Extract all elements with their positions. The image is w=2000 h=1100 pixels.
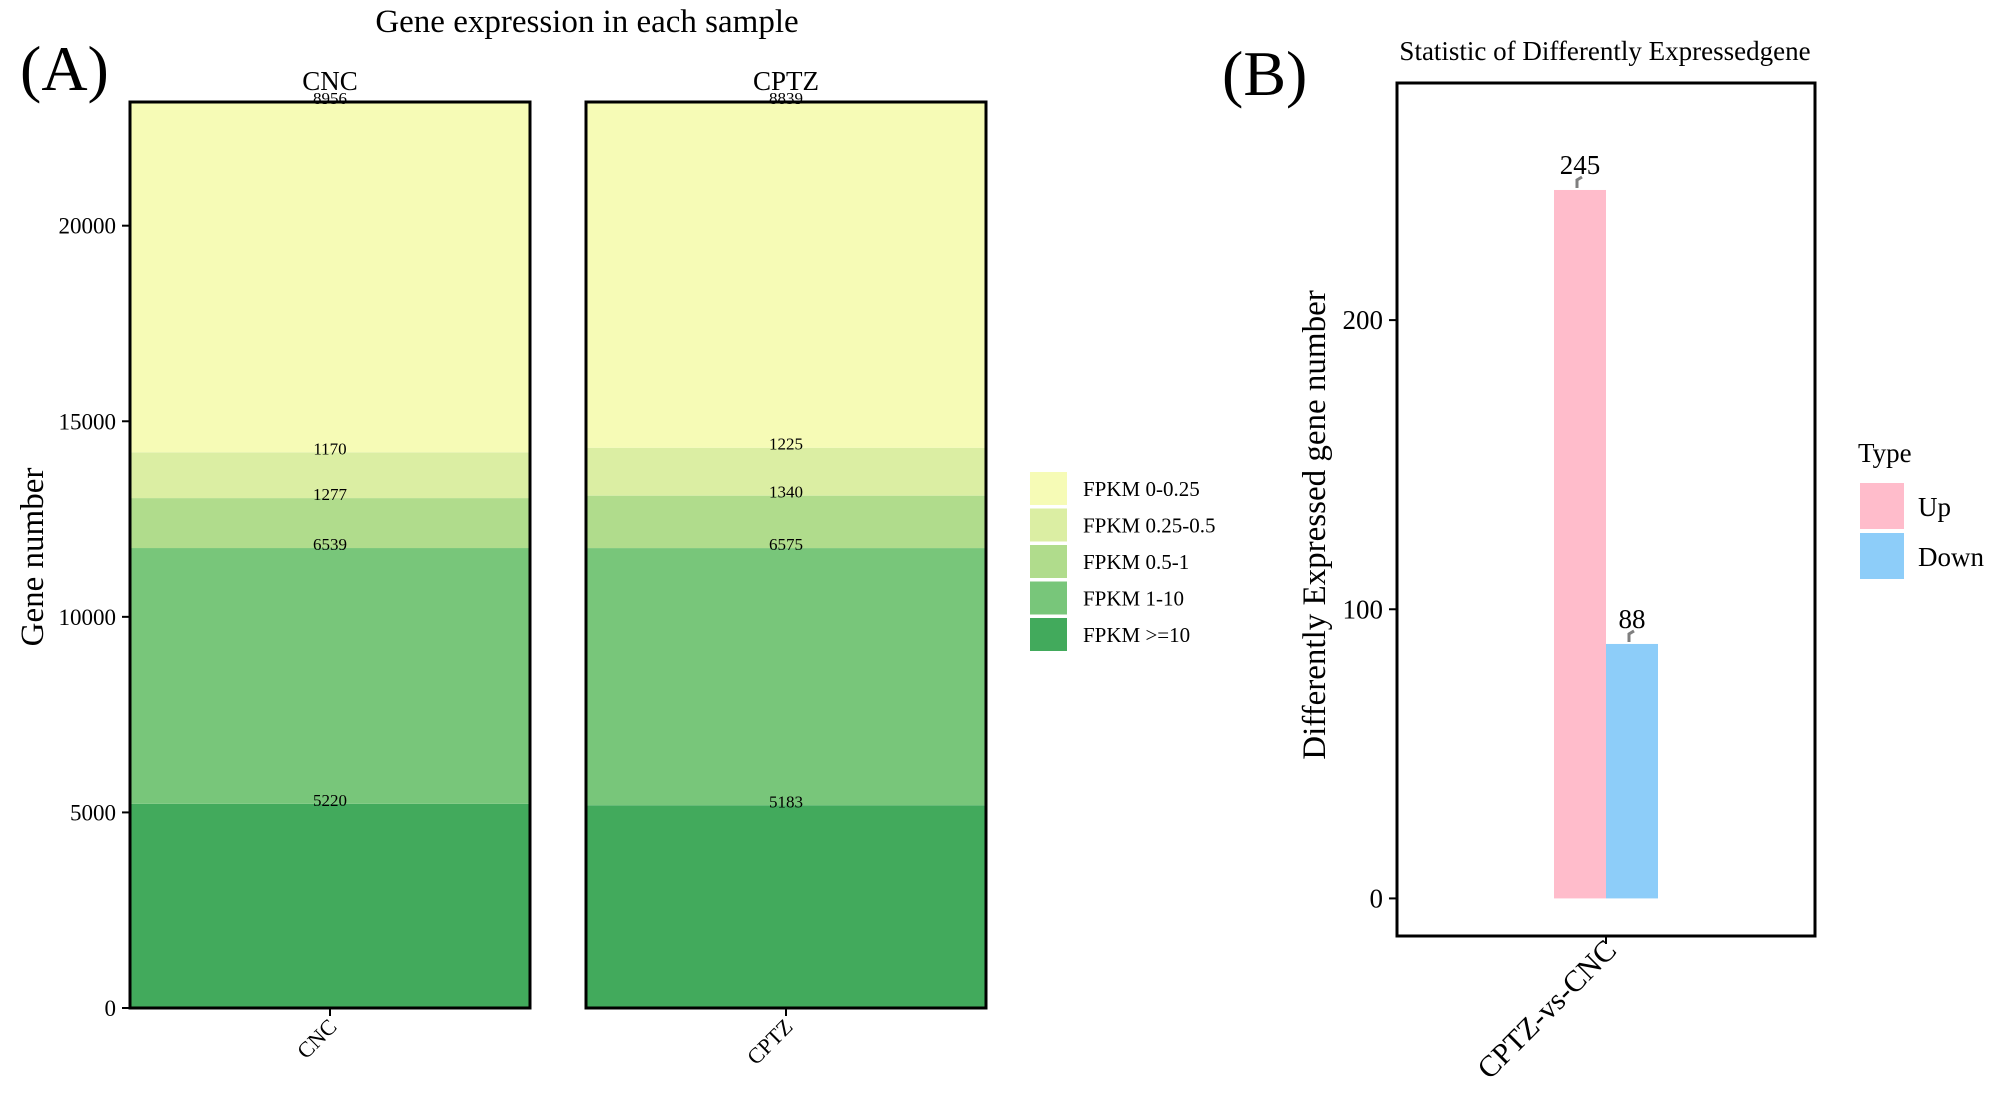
panel-b-ylabel: Differently Expressed gene number <box>1297 290 1333 759</box>
legend-swatch-down <box>1860 533 1904 579</box>
data-label: 6539 <box>313 535 347 554</box>
y-tick-label: 0 <box>1370 883 1384 913</box>
legend-label-fpkm-1-10: FPKM 1-10 <box>1083 587 1184 611</box>
legend-swatch-up <box>1860 483 1904 529</box>
legend-label-down: Down <box>1918 542 1984 572</box>
y-tick-label: 10000 <box>59 605 117 630</box>
panel-a-chart: Gene expression in each sample Gene numb… <box>15 4 1215 1070</box>
data-label: 6575 <box>769 535 803 554</box>
panel-b-legend: Type Up Down <box>1858 438 1984 579</box>
panel-a-ylabel: Gene number <box>15 468 51 647</box>
bar-segment-cptz-fpkm-0-0-25 <box>586 102 986 448</box>
y-tick-label: 0 <box>105 996 117 1021</box>
legend-label-fpkm-10: FPKM >=10 <box>1083 623 1190 647</box>
data-label: 1277 <box>313 485 348 504</box>
y-tick-label: 100 <box>1343 594 1384 624</box>
legend-label-fpkm-0-25-0-5: FPKM 0.25-0.5 <box>1083 514 1215 538</box>
data-label-down: 88 <box>1619 604 1646 634</box>
y-tick-label: 200 <box>1343 305 1384 335</box>
bar-up <box>1554 190 1606 898</box>
legend-label-up: Up <box>1918 492 1951 522</box>
x-tick-label-cnc: CNC <box>292 1014 342 1064</box>
panel-a-legend: FPKM 0-0.25 FPKM 0.25-0.5 FPKM 0.5-1 FPKM 1… <box>1030 472 1215 651</box>
x-tick-label-cptz-vs-cnc: CPTZ-vs-CNC <box>1471 934 1623 1086</box>
bar-segment-cnc-fpkm-10 <box>130 804 530 1008</box>
data-label: 1340 <box>769 483 803 502</box>
panel-b-chart: Statistic of Differently Expressedgene D… <box>1297 36 1984 1085</box>
bar-segment-cptz-fpkm-10 <box>586 805 986 1008</box>
panel-label-b: (B) <box>1222 38 1307 109</box>
panel-b-title: Statistic of Differently Expressedgene <box>1399 36 1810 66</box>
y-tick-label: 20000 <box>59 214 117 239</box>
bar-down <box>1606 644 1658 898</box>
legend-title-type: Type <box>1858 438 1912 468</box>
y-tick-label: 5000 <box>70 800 116 825</box>
bar-segment-cnc-fpkm-0-0-25 <box>130 102 530 452</box>
legend-swatch-fpkm-0-0-25 <box>1030 472 1067 505</box>
legend-swatch-fpkm-0-5-1 <box>1030 545 1067 578</box>
legend-label-fpkm-0-5-1: FPKM 0.5-1 <box>1083 550 1189 574</box>
bar-segment-cnc-fpkm-1-10 <box>130 548 530 804</box>
bar-segment-cptz-fpkm-1-10 <box>586 548 986 805</box>
panel-label-a: (A) <box>20 33 109 104</box>
legend-swatch-fpkm-10 <box>1030 618 1067 651</box>
data-label: 5183 <box>769 792 803 811</box>
legend-label-fpkm-0-0-25: FPKM 0-0.25 <box>1083 477 1200 501</box>
data-label: 5220 <box>313 791 347 810</box>
x-tick-label-cptz: CPTZ <box>742 1014 798 1070</box>
panel-a-title: Gene expression in each sample <box>375 4 798 40</box>
legend-swatch-fpkm-0-25-0-5 <box>1030 509 1067 542</box>
data-label: 1225 <box>769 435 803 454</box>
y-tick-label: 15000 <box>59 409 117 434</box>
figure: (A) (B) Gene expression in each sample G… <box>0 0 2000 1100</box>
legend-swatch-fpkm-1-10 <box>1030 582 1067 615</box>
data-label: 8839 <box>769 89 803 108</box>
data-label: 1170 <box>313 439 346 458</box>
data-label-up: 245 <box>1560 150 1601 180</box>
data-label: 8956 <box>313 89 347 108</box>
